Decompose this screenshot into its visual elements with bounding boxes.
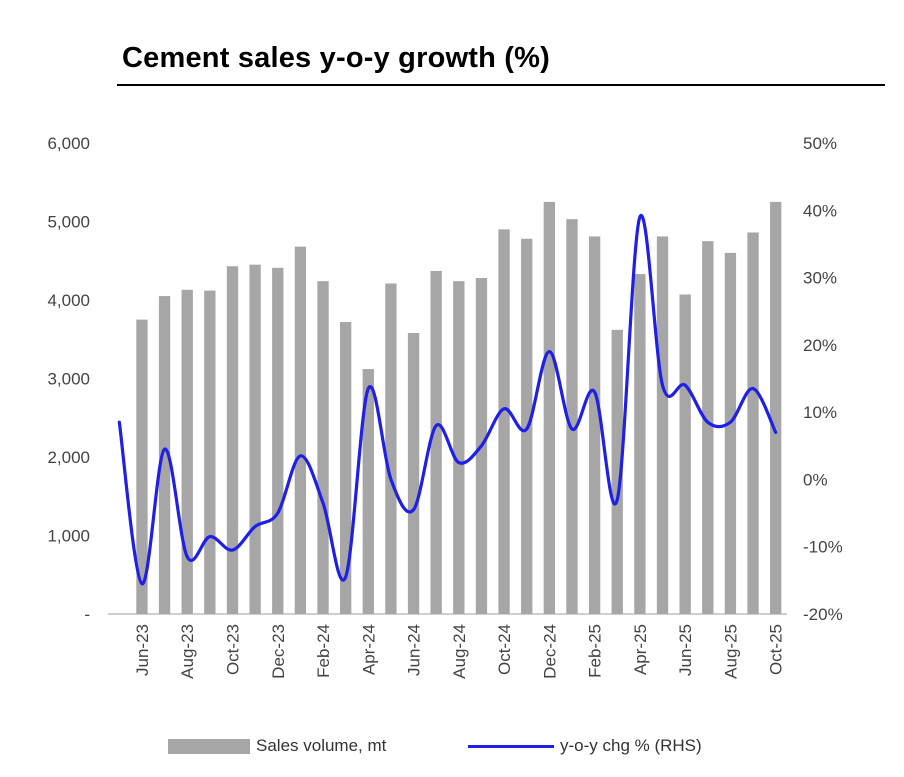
legend-swatch-line <box>468 744 554 748</box>
x-tick-label: Aug-23 <box>178 624 197 679</box>
bar-sales-may-25 <box>656 236 669 615</box>
y-right-tick-label: -20% <box>803 605 843 624</box>
x-tick-label: Oct-23 <box>223 624 242 675</box>
bar-sales-jun-23 <box>136 319 148 615</box>
y-right-tick-label: -10% <box>803 538 843 557</box>
y-left-tick-label: 1,000 <box>47 527 90 546</box>
x-tick-label: Oct-25 <box>767 624 786 675</box>
x-tick-label: Oct-24 <box>495 624 514 675</box>
bar-sales-feb-25 <box>588 236 601 615</box>
bar-sales-jun-25 <box>679 294 691 614</box>
bar-sales-sep-25 <box>747 232 759 615</box>
y-left-tick-label: 4,000 <box>47 291 90 310</box>
x-tick-label: Jun-25 <box>676 624 695 676</box>
y-left-tick-label: 5,000 <box>47 213 90 232</box>
bar-sales-oct-25 <box>770 201 782 615</box>
bar-sales-may-24 <box>385 283 397 614</box>
x-tick-label: Apr-24 <box>359 624 378 675</box>
legend-item-sales: Sales volume, mt <box>168 734 386 758</box>
legend-swatch-bar <box>168 738 250 754</box>
bar-sales-mar-25 <box>611 329 623 614</box>
bar-sales-jun-24 <box>407 332 420 614</box>
y-right-tick-label: 0% <box>803 470 828 489</box>
line-yoy-series <box>117 213 778 586</box>
x-tick-label: Dec-23 <box>269 624 288 679</box>
y-left-tick-label: 2,000 <box>47 448 90 467</box>
x-tick-label: Feb-24 <box>314 624 333 678</box>
x-tick-label: Dec-24 <box>540 624 559 679</box>
chart-title: Cement sales y-o-y growth (%) <box>122 42 550 74</box>
bars-layer <box>136 201 782 615</box>
bar-sales-oct-23 <box>226 266 239 614</box>
bar-sales-aug-24 <box>453 281 465 614</box>
legend-label-sales: Sales volume, mt <box>256 736 387 755</box>
bar-sales-feb-24 <box>317 281 329 614</box>
x-tick-label: Aug-25 <box>721 624 740 679</box>
bar-sales-jan-25 <box>566 219 578 614</box>
bar-sales-sep-23 <box>204 290 216 614</box>
chart-canvas: - 1,000 2,000 3,000 4,000 5,000 6,000 -20% -10% 0… <box>47 134 842 679</box>
bar-sales-jul-24 <box>430 270 442 614</box>
bar-sales-aug-25 <box>724 252 737 614</box>
bar-sales-nov-23 <box>249 264 261 614</box>
legend-item-yoy: y-o-y chg % (RHS) <box>468 734 702 758</box>
y-right-tick-label: 40% <box>803 201 837 220</box>
bar-sales-apr-25 <box>634 274 646 614</box>
legend: Sales volume, mt y-o-y chg % (RHS) <box>168 734 868 758</box>
line-layer <box>117 213 778 586</box>
y-left-tick-label: 3,000 <box>47 370 90 389</box>
legend-label-yoy: y-o-y chg % (RHS) <box>560 736 702 755</box>
x-tick-label: Jun-24 <box>405 624 424 676</box>
x-tick-label: Jun-23 <box>133 624 152 676</box>
y-right-tick-label: 30% <box>803 269 837 288</box>
bar-sales-oct-24 <box>498 229 510 614</box>
y-right-tick-label: 20% <box>803 336 837 355</box>
y-left-tick-label: - <box>84 605 90 624</box>
labels-layer: - 1,000 2,000 3,000 4,000 5,000 6,000 -20% -10% 0… <box>47 134 842 679</box>
y-right-tick-label: 10% <box>803 403 837 422</box>
bar-sales-aug-23 <box>181 289 193 614</box>
y-left-tick-label: 6,000 <box>47 134 90 153</box>
x-tick-label: Aug-24 <box>450 624 469 679</box>
x-tick-label: Feb-25 <box>586 624 605 678</box>
bar-sales-mar-24 <box>339 321 352 614</box>
y-right-tick-label: 50% <box>803 134 837 153</box>
bar-sales-dec-23 <box>272 267 284 614</box>
bar-sales-jan-24 <box>294 246 307 614</box>
bar-sales-dec-24 <box>543 201 556 615</box>
title-underline <box>117 84 885 86</box>
bar-sales-jul-23 <box>158 296 171 614</box>
x-tick-label: Apr-25 <box>631 624 650 675</box>
bar-sales-jul-25 <box>702 241 714 615</box>
bar-sales-apr-24 <box>362 369 374 614</box>
